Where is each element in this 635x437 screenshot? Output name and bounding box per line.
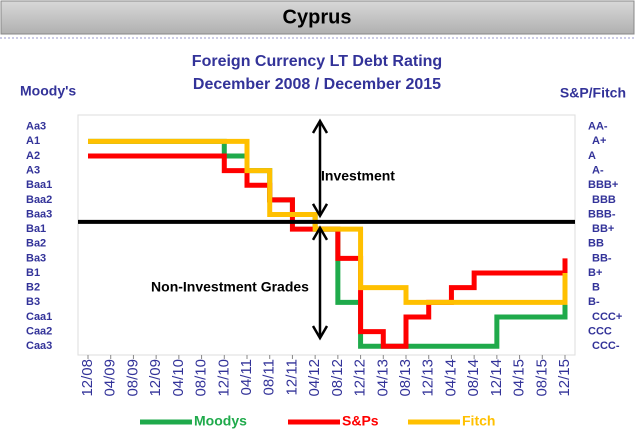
annotation: Investment: [321, 168, 395, 184]
y-tick-label: Caa3: [26, 340, 52, 352]
y2-tick-label: A+: [592, 135, 606, 147]
y-axis-label: Moody's: [20, 83, 76, 99]
x-tick-label: 08/14: [465, 359, 482, 397]
series-line: [88, 153, 568, 349]
x-tick-label: 04/11: [238, 359, 255, 395]
y-tick-label: Baa3: [26, 208, 52, 220]
arrow-head: [311, 225, 329, 241]
y-tick-label: B2: [26, 282, 40, 294]
y2-tick-label: A-: [592, 165, 604, 177]
x-tick-label: 12/08: [79, 359, 96, 397]
x-tick-label: 04/09: [102, 359, 119, 397]
x-tick-label: 12/10: [215, 359, 232, 397]
legend-label: S&Ps: [342, 413, 379, 429]
series-line: [88, 138, 568, 305]
y-tick-label: Baa1: [26, 179, 52, 191]
y2-tick-label: BBB+: [588, 179, 618, 191]
arrow-head: [311, 118, 329, 134]
x-tick-label: 04/14: [442, 359, 459, 397]
chart-subtitle: December 2008 / December 2015: [193, 76, 441, 93]
plot-area: [77, 114, 576, 356]
y2-tick-label: BB+: [592, 223, 614, 235]
x-tick-label: 04/13: [374, 359, 391, 397]
y-tick-label: Ba3: [26, 252, 46, 264]
y2-tick-label: BB-: [592, 252, 612, 264]
y-tick-label: Caa1: [26, 311, 52, 323]
y-tick-label: A2: [26, 150, 40, 162]
x-tick-label: 08/10: [193, 359, 210, 397]
y2-tick-label: BBB-: [588, 208, 616, 220]
y-tick-label: Aa3: [26, 121, 46, 133]
x-tick-label: 08/13: [397, 359, 414, 397]
legend-label: Moodys: [194, 413, 247, 429]
y2-tick-label: CCC+: [592, 311, 622, 323]
y-tick-label: Ba2: [26, 238, 46, 250]
legend-label: Fitch: [462, 413, 495, 429]
y2-tick-label: B-: [588, 296, 600, 308]
x-tick-label: 12/13: [420, 359, 437, 397]
y2-tick-label: BBB: [592, 194, 616, 206]
y2-tick-label: A: [588, 150, 596, 162]
arrow-head: [311, 325, 329, 341]
x-tick-label: 12/09: [147, 359, 164, 397]
x-tick-label: 04/12: [306, 359, 323, 397]
x-tick-label: 08/15: [533, 359, 550, 397]
x-tick-label: 04/10: [170, 359, 187, 397]
y-tick-label: Baa2: [26, 194, 52, 206]
y-tick-label: A1: [26, 135, 40, 147]
y2-tick-label: CCC: [588, 325, 612, 337]
arrow-head: [311, 203, 329, 219]
y-tick-label: Caa2: [26, 325, 52, 337]
y2-tick-label: B+: [588, 267, 602, 279]
x-tick-label: 08/09: [124, 359, 141, 397]
x-tick-label: 08/12: [329, 359, 346, 397]
y2-tick-label: CCC-: [592, 340, 620, 352]
y-tick-label: B3: [26, 296, 40, 308]
x-tick-label: 12/14: [488, 359, 505, 397]
x-tick-label: 12/12: [352, 359, 369, 397]
y-tick-label: B1: [26, 267, 40, 279]
y-tick-label: Ba1: [26, 223, 46, 235]
chart-title: Foreign Currency LT Debt Rating: [192, 53, 442, 70]
header-bar: [0, 0, 635, 35]
y2-tick-label: BB: [588, 238, 604, 250]
header: Cyprus: [283, 6, 352, 28]
annotation: Non-Investment Grades: [151, 279, 309, 295]
y2-axis-label: S&P/Fitch: [560, 85, 626, 101]
x-tick-label: 12/15: [556, 359, 573, 397]
x-tick-label: 08/11: [261, 359, 278, 395]
y-tick-label: A3: [26, 165, 40, 177]
y2-tick-label: AA-: [588, 121, 608, 133]
y2-tick-label: B: [592, 282, 600, 294]
x-tick-label: 12/11: [283, 359, 300, 395]
x-tick-label: 04/15: [511, 359, 528, 397]
